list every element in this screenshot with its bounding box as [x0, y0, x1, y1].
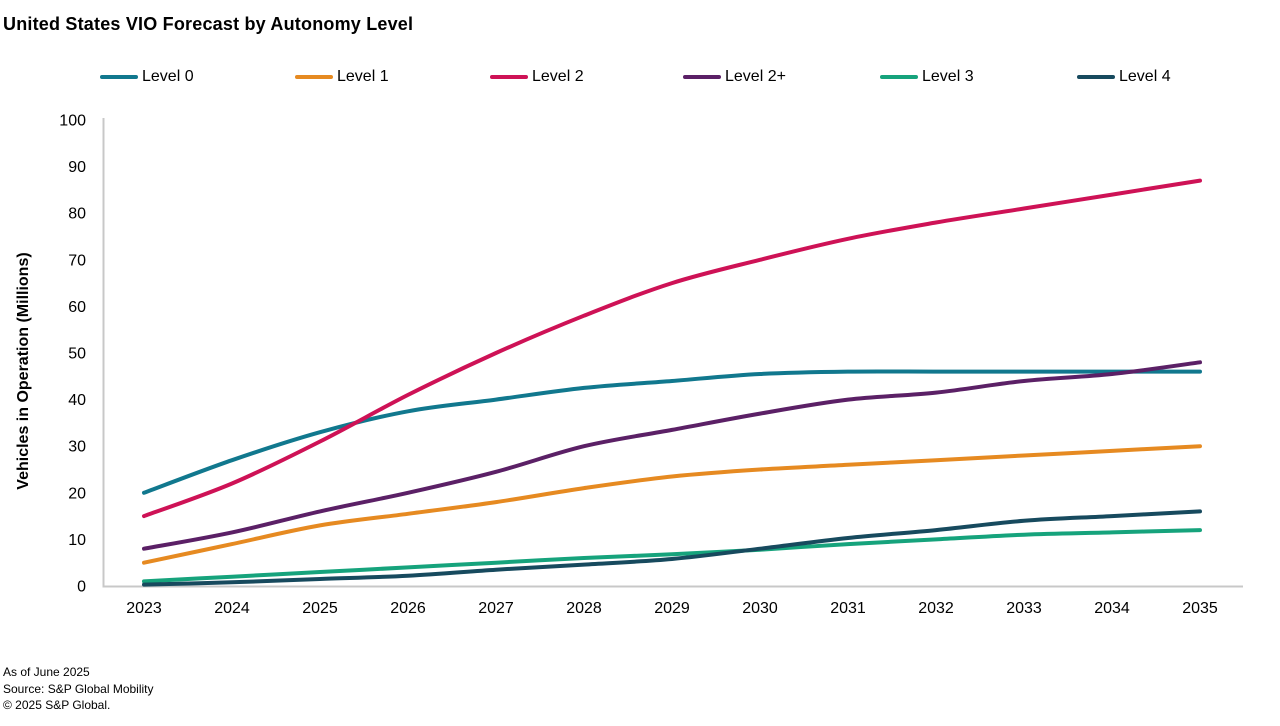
legend-item-level-1: Level 1	[295, 62, 389, 92]
legend-label-level-2plus: Level 2+	[725, 68, 786, 85]
series-line-level-3	[142, 528, 1202, 584]
series-line-level-2plus	[142, 360, 1202, 551]
x-tick-label: 2030	[742, 600, 778, 617]
legend-swatch-level-3	[880, 74, 918, 80]
y-tick-label: 90	[68, 159, 86, 176]
x-tick-label: 2032	[918, 600, 954, 617]
y-tick-label: 40	[68, 392, 86, 409]
x-tick-label: 2034	[1094, 600, 1130, 617]
x-tick-label: 2026	[390, 600, 426, 617]
legend-swatch-level-2	[490, 74, 528, 80]
x-tick-label: 2029	[654, 600, 690, 617]
x-tick-label: 2035	[1182, 600, 1218, 617]
y-tick-label: 60	[68, 299, 86, 316]
series-line-level-0	[142, 369, 1202, 495]
legend-item-level-4: Level 4	[1077, 62, 1171, 92]
footer: As of June 2025 Source: S&P Global Mobil…	[3, 664, 154, 714]
legend-label-level-1: Level 1	[337, 68, 389, 85]
y-tick-label: 10	[68, 532, 86, 549]
x-tick-label: 2031	[830, 600, 866, 617]
y-tick-label: 100	[59, 113, 86, 130]
series-line-level-1	[142, 444, 1202, 565]
legend-item-level-2: Level 2	[490, 62, 584, 92]
legend-item-level-2plus: Level 2+	[683, 62, 786, 92]
y-tick-label: 80	[68, 206, 86, 223]
series-line-level-4	[142, 509, 1202, 587]
y-tick-label: 30	[68, 439, 86, 456]
legend: Level 0 Level 1 Level 2 Level 2+ Level 3 Leve…	[0, 62, 1280, 92]
y-axis-title: Vehicles in Operation (Millions)	[15, 252, 32, 490]
x-tick-label: 2033	[1006, 600, 1042, 617]
legend-label-level-3: Level 3	[922, 68, 974, 85]
legend-label-level-4: Level 4	[1119, 68, 1171, 85]
legend-swatch-level-2plus	[683, 74, 721, 80]
legend-item-level-3: Level 3	[880, 62, 974, 92]
axis-lines	[102, 118, 1243, 588]
y-tick-label: 50	[68, 346, 86, 363]
x-tick-label: 2024	[214, 600, 250, 617]
as-of-note: As of June 2025	[3, 665, 90, 679]
source-note: Source: S&P Global Mobility	[3, 681, 154, 696]
legend-swatch-level-4	[1077, 74, 1115, 80]
x-tick-label: 2025	[302, 600, 338, 617]
y-tick-label: 20	[68, 485, 86, 502]
legend-label-level-2: Level 2	[532, 68, 584, 85]
series-line-level-2	[142, 178, 1202, 519]
x-tick-label: 2023	[126, 600, 162, 617]
chart-title: United States VIO Forecast by Autonomy L…	[3, 14, 414, 34]
legend-item-level-0: Level 0	[100, 62, 194, 92]
y-tick-label: 0	[77, 579, 86, 596]
copyright-note: © 2025 S&P Global.	[3, 698, 111, 712]
y-tick-label: 70	[68, 252, 86, 269]
legend-swatch-level-1	[295, 74, 333, 80]
legend-label-level-0: Level 0	[142, 68, 194, 85]
x-tick-label: 2027	[478, 600, 514, 617]
legend-swatch-level-0	[100, 74, 138, 80]
x-tick-label: 2028	[566, 600, 602, 617]
